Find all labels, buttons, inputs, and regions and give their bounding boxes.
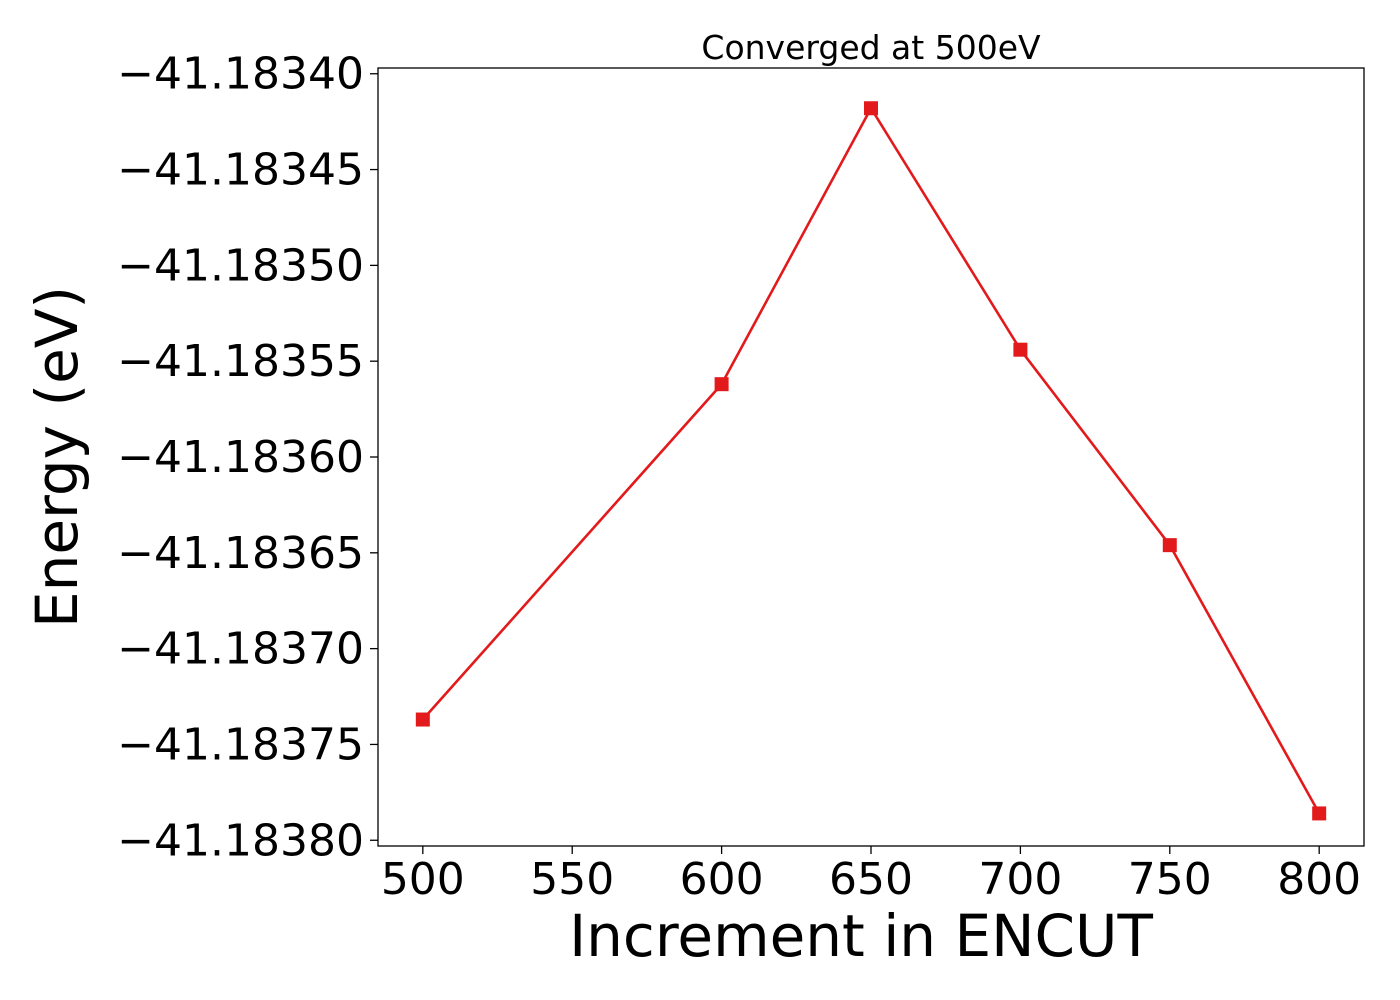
plot-area: [377, 67, 1365, 847]
y-tick-label: −41.18370: [117, 624, 364, 675]
data-point-marker: [714, 377, 729, 392]
data-point-marker: [1312, 806, 1327, 821]
x-tick-label: 500: [381, 854, 465, 905]
x-tick-label: 800: [1277, 854, 1361, 905]
y-tick-label: −41.18375: [117, 719, 364, 770]
series-line: [421, 105, 1321, 815]
y-tick-label: −41.18345: [117, 145, 364, 196]
y-tick-label: −41.18380: [117, 815, 364, 866]
data-point-marker: [1162, 538, 1177, 553]
x-tick-label: 650: [829, 854, 913, 905]
x-tick-label: 750: [1128, 854, 1212, 905]
y-tick-label: −41.18350: [117, 240, 364, 291]
y-axis-ticks: −41.18340 −41.18345 −41.18350 −41.18355 −41.…: [117, 49, 378, 866]
x-tick-label: 550: [530, 854, 614, 905]
chart-title: Converged at 500eV: [701, 28, 1041, 67]
y-tick-label: −41.18360: [117, 432, 364, 483]
y-tick-label: −41.18365: [117, 528, 364, 579]
x-tick-label: 600: [680, 854, 764, 905]
x-axis-ticks: 500 550 600 650 700 750 800: [381, 846, 1361, 905]
data-point-marker: [864, 101, 878, 116]
x-tick-label: 700: [978, 854, 1062, 905]
data-point-marker: [415, 712, 430, 727]
y-axis-label: Energy (eV): [23, 286, 91, 628]
data-point-marker: [1013, 342, 1028, 357]
series-markers: [415, 101, 1327, 821]
y-tick-label: −41.18340: [117, 49, 364, 100]
y-tick-label: −41.18355: [117, 336, 364, 387]
x-axis-label: Increment in ENCUT: [569, 902, 1153, 970]
